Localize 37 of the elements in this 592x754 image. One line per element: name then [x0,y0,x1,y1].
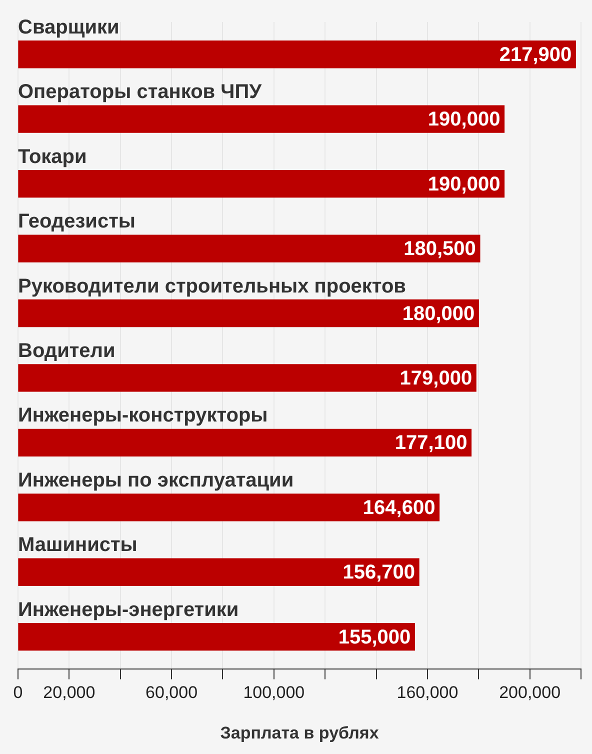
data-label: 177,100 [394,432,468,454]
y-tick-label: Геодезисты [18,210,136,233]
bar [18,428,472,457]
data-label: 190,000 [428,173,500,196]
bar [18,494,440,522]
y-tick-label: Водители [18,340,116,362]
bar [18,234,480,262]
y-tick-label: Инженеры-конструкторы [18,404,268,427]
data-label: 180,500 [404,238,476,260]
x-tick-label: 60,000 [146,683,198,702]
data-label: 180,000 [402,302,475,325]
data-label: 156,700 [342,562,416,584]
y-tick-label: Инженеры по эксплуатации [18,469,294,492]
bar [18,299,479,328]
x-tick-label: 100,000 [243,683,305,702]
x-tick-label: 0 [13,683,23,702]
data-label: 179,000 [400,367,472,390]
y-tick-label: Машинисты [18,534,138,556]
x-axis-title: Зарплата в рублях [220,723,380,742]
bar [18,558,420,586]
y-tick-label: Руководители строительных проектов [18,275,406,298]
y-tick-label: Сварщики [18,16,120,38]
bar [18,105,505,133]
x-tick-label: 160,000 [396,683,458,702]
bar [18,623,415,651]
data-label: 155,000 [338,626,411,648]
bar [18,40,576,68]
y-tick-label: Токари [18,146,87,168]
data-label: 164,600 [362,496,436,519]
data-label: 217,900 [499,44,572,66]
x-tick-label: 200,000 [499,683,561,702]
bar [18,170,505,198]
bar [18,364,476,392]
y-tick-label: Инженеры-энергетики [18,598,239,621]
data-label: 190,000 [428,108,500,131]
y-tick-label: Операторы станков ЧПУ [18,81,262,104]
x-tick-label: 20,000 [43,683,96,702]
